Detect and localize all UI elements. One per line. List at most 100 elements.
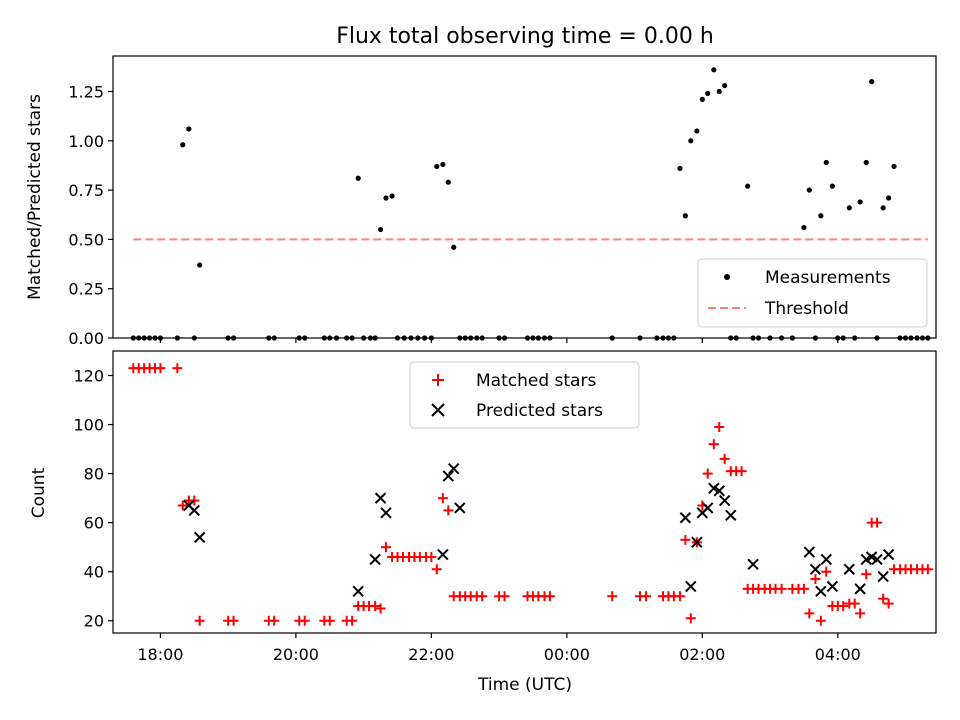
measurement-point (705, 90, 711, 97)
matched-point (499, 591, 510, 602)
matched-point (426, 551, 437, 562)
matched-point (708, 439, 719, 450)
predicted-point (747, 558, 759, 571)
measurement-point (722, 82, 728, 89)
matched-point (380, 542, 391, 553)
matched-point (821, 566, 832, 577)
ratio-axes-frame (112, 55, 937, 339)
count-panel: 20 40 60 80 100 120 18:00 20:00 22:00 00:00 02:00 0… (29, 350, 937, 695)
count-legend: Matched stars Predicted stars (409, 361, 640, 429)
measurement-point (716, 88, 722, 95)
measurement-point (682, 213, 688, 219)
ratio-y-tick-label: 0.00 (68, 329, 104, 348)
matched-point (702, 468, 713, 479)
x-tick-label: 04:00 (815, 645, 861, 664)
measurement-point (885, 195, 892, 201)
count-axes-frame (112, 350, 937, 634)
measurement-point (377, 226, 384, 233)
predicted-point (374, 492, 387, 504)
predicted-point (437, 548, 449, 561)
ratio-y-tick-label: 1.00 (68, 132, 104, 151)
chart-title: Flux total observing time = 0.00 h (336, 24, 714, 49)
ratio-y-tick-label: 0.50 (68, 230, 104, 249)
count-legend-box (409, 361, 640, 429)
measurement-point (863, 159, 869, 166)
measurement-point (355, 175, 361, 181)
predicted-point (854, 583, 866, 595)
measurement-point (699, 96, 705, 102)
predicted-point (803, 546, 816, 558)
predicted-point (815, 585, 827, 598)
matched-point (810, 574, 821, 585)
ratio-y-tick-label: 1.25 (68, 82, 104, 101)
matched-point (437, 493, 448, 504)
matched-point (872, 517, 883, 528)
predicted-point (725, 509, 737, 522)
count-y-tick-label: 80 (84, 465, 104, 484)
measurement-point (445, 179, 451, 185)
predicted-point (871, 553, 883, 566)
legend-predicted-marker (431, 403, 445, 417)
measurement-point (688, 138, 694, 144)
matched-point (177, 500, 188, 511)
predicted-point (369, 553, 381, 566)
x-tick-label: 22:00 (408, 645, 454, 664)
measurement-point (451, 244, 457, 250)
measurement-point (806, 187, 812, 193)
count-y-tick-label: 20 (84, 612, 104, 631)
x-tick-label: 02:00 (679, 645, 725, 664)
measurement-point (823, 159, 829, 166)
measurement-point (197, 262, 203, 268)
x-axis-label: Time (UTC) (477, 675, 572, 695)
matched-point (375, 603, 386, 614)
measurement-point (857, 199, 863, 205)
matched-point (680, 534, 691, 545)
legend-measurements-marker (724, 274, 730, 280)
predicted-point (718, 494, 731, 507)
matched-point (685, 613, 696, 624)
matched-point (269, 615, 280, 626)
predicted-point (882, 548, 895, 561)
matched-point (714, 422, 725, 433)
predicted-point (843, 563, 856, 575)
legend-threshold-label: Threshold (764, 299, 849, 319)
x-tick-label: 18:00 (137, 645, 183, 664)
measurement-point (801, 224, 807, 231)
matched-point (544, 591, 555, 602)
predicted-point (193, 531, 206, 544)
ratio-panel: 0.00 0.25 0.50 0.75 1.00 1.25 Matched/Predict… (25, 55, 937, 348)
matched-point (855, 608, 866, 619)
measurement-point (383, 195, 389, 201)
predicted-point (380, 507, 392, 519)
measurement-point (891, 163, 897, 170)
measurement-point (880, 205, 886, 211)
predicted-point (352, 585, 364, 598)
matched-point (719, 453, 730, 464)
ratio-y-tick-label: 0.25 (68, 280, 104, 299)
matched-point (299, 615, 310, 626)
count-y-tick-label: 100 (73, 416, 104, 435)
matched-point (674, 591, 685, 602)
matched-point (838, 601, 849, 612)
matched-point (798, 583, 809, 594)
matched-point (443, 505, 454, 516)
ratio-y-axis-label: Matched/Predicted stars (25, 94, 45, 300)
measurement-point (711, 67, 717, 73)
measurement-point (440, 161, 446, 168)
measurement-point (389, 193, 395, 199)
measurement-point (829, 183, 835, 189)
predicted-point (685, 580, 697, 593)
matched-point (878, 593, 889, 604)
predicted-point (454, 502, 466, 514)
legend-matched-marker (432, 374, 444, 386)
predicted-point (442, 470, 455, 482)
matched-point (194, 615, 205, 626)
ratio-y-tick-label: 0.75 (68, 181, 104, 200)
measurement-point (677, 165, 683, 172)
matched-point (228, 615, 239, 626)
matched-point (370, 601, 381, 612)
measurement-point (694, 128, 700, 134)
matched-point (607, 591, 618, 602)
ratio-legend: Measurements Threshold (697, 258, 928, 328)
